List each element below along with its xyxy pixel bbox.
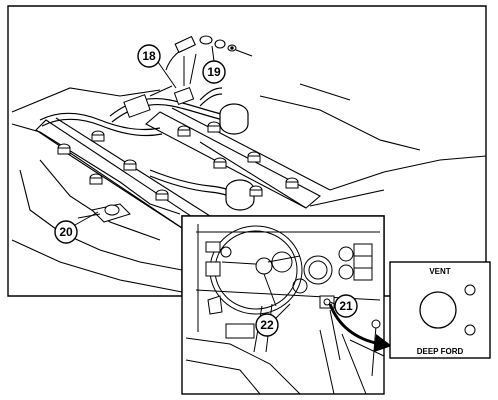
filter-canister-upper	[219, 103, 249, 135]
callout-22: 22	[255, 303, 291, 337]
plate-upper-screw	[464, 284, 476, 296]
detail-arrow	[328, 303, 392, 352]
vent-deep-ford-plate: VENT DEEP FORD	[389, 261, 491, 359]
callout-19-number: 19	[207, 65, 221, 79]
spark-plug-boots	[57, 121, 299, 201]
callout-20: 20	[54, 211, 99, 244]
callout-18-number: 18	[142, 49, 156, 63]
callout-19: 19	[202, 45, 226, 84]
vent-line-and-fitting	[165, 35, 253, 71]
callout-21: 21	[329, 294, 358, 318]
dashboard-details	[185, 224, 385, 395]
callout-22-number: 22	[260, 318, 274, 332]
plate-deep-ford-label: DEEP FORD	[417, 347, 464, 356]
plate-vent-label: VENT	[429, 267, 450, 276]
right-valve-cover	[145, 107, 331, 209]
engine-compartment	[11, 83, 487, 293]
plate-center-hole	[419, 291, 457, 329]
manifold-bracket	[77, 203, 131, 223]
callout-18: 18	[137, 44, 177, 89]
callout-20-number: 20	[59, 225, 73, 239]
callout-21-number: 21	[339, 299, 353, 313]
vent-valve-assembly	[123, 53, 197, 118]
plate-lower-screw	[464, 324, 476, 336]
